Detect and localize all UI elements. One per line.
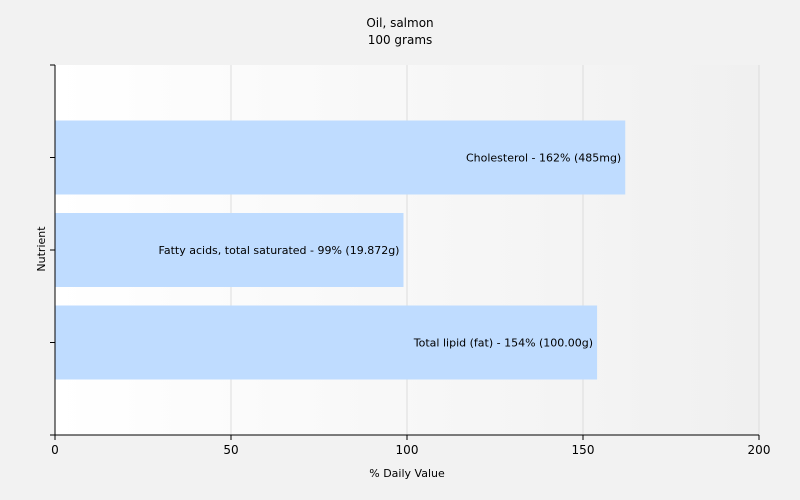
bar [55,305,598,380]
x-tick-label: 100 [396,443,419,457]
x-tick-label: 50 [223,443,238,457]
x-axis-title: % Daily Value [369,467,445,480]
bar-data-label: Total lipid (fat) - 154% (100.00g) [413,337,593,350]
bar [55,120,626,195]
x-tick-label: 200 [748,443,771,457]
bar [55,213,404,287]
x-tick-label: 150 [572,443,595,457]
y-axis-title: Nutrient [35,226,48,272]
chart-subtitle: 100 grams [368,33,433,47]
chart-title: Oil, salmon [366,16,433,30]
x-tick-label: 0 [51,443,59,457]
axes: 0 50 100 150 200 [50,64,771,457]
bar-data-label: Cholesterol - 162% (485mg) [466,152,621,165]
bar-data-label: Fatty acids, total saturated - 99% (19.8… [159,244,400,257]
bars: Cholesterol - 162% (485mg) Fatty acids, t… [55,120,626,380]
